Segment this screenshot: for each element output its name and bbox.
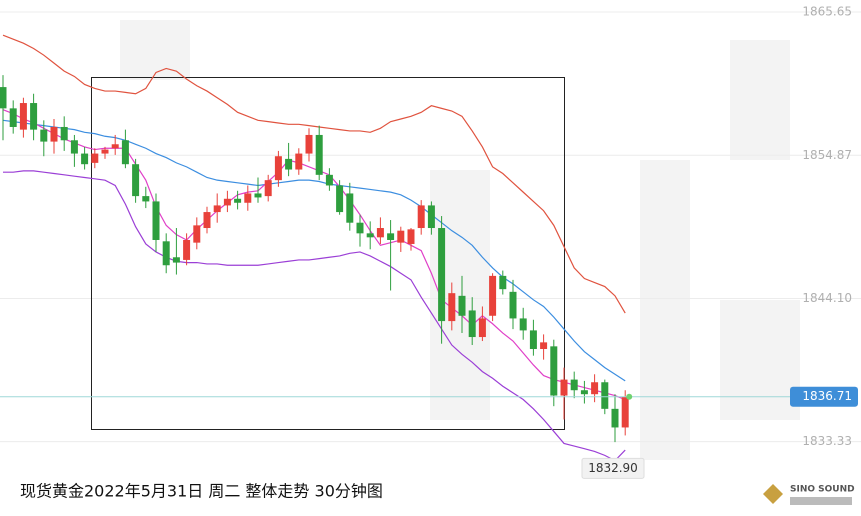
candle-body [346, 193, 354, 223]
candle-body [50, 126, 58, 142]
y-tick-label: 1865.65 [802, 4, 852, 18]
candle-body [397, 230, 405, 243]
candle-body [366, 233, 374, 238]
candle-body [30, 103, 38, 130]
candle-body [550, 346, 558, 396]
candle-body [295, 153, 303, 170]
indicator-line [2, 109, 626, 401]
last-price-label: 1836.71 [802, 389, 852, 403]
annotation-box [91, 77, 565, 430]
candle-body [183, 239, 191, 260]
candle-body [427, 205, 435, 229]
indicator-line [2, 34, 626, 314]
decor-building [640, 160, 690, 460]
candle-body [244, 193, 252, 203]
decor-building [730, 40, 790, 160]
candle-body [19, 103, 27, 130]
indicator-line [2, 119, 626, 382]
y-tick-label: 1844.10 [802, 291, 852, 305]
candle-body [580, 390, 588, 395]
candle-body [60, 126, 68, 141]
candle-body [142, 196, 150, 202]
candle-body [91, 153, 99, 163]
candle-body [9, 108, 17, 127]
chart-title: 现货黄金2022年5月31日 周二 整体走势 30分钟图 [20, 482, 383, 501]
candle-body [81, 153, 89, 165]
candle-body [213, 205, 221, 213]
candle-body [468, 310, 476, 338]
candle-body [305, 134, 313, 154]
candle-body [499, 275, 507, 290]
background-decor [120, 20, 800, 460]
candle-body [325, 174, 333, 186]
candle-body [101, 149, 109, 154]
candles [0, 75, 629, 443]
candle-body [560, 379, 568, 396]
decor-building [720, 300, 800, 420]
grid [0, 11, 861, 443]
candle-body [172, 257, 180, 263]
candle-body [264, 180, 272, 197]
candle-body [40, 129, 48, 142]
candle-body [519, 318, 527, 331]
indicator-line [3, 170, 626, 462]
candle-body [489, 275, 497, 316]
low-marker-label: 1832.90 [588, 461, 638, 475]
candle-body [529, 330, 537, 350]
candle-body [570, 379, 578, 391]
candle-body [591, 382, 599, 395]
decor-building [120, 20, 190, 80]
candle-body [162, 241, 170, 266]
y-tick-label: 1854.87 [802, 148, 852, 162]
logo: SINO SOUND [763, 484, 855, 505]
candle-body [438, 228, 446, 322]
candle-body [285, 158, 293, 170]
candle-body [540, 342, 548, 350]
logo-text: SINO SOUND [790, 485, 855, 495]
indicator-lines [2, 34, 626, 462]
candle-body [111, 144, 119, 149]
candle-body [0, 87, 7, 109]
candle-body [70, 140, 78, 154]
logo-icon [763, 484, 783, 504]
candle-body [611, 408, 619, 428]
candle-body [315, 134, 323, 175]
candle-body [223, 198, 231, 206]
candle-body [387, 233, 395, 240]
candle-body [152, 201, 160, 240]
candle-body [121, 140, 129, 165]
candle-body [621, 396, 629, 428]
candle-body [376, 228, 384, 238]
candle-body [193, 225, 201, 243]
candle-body [509, 291, 517, 319]
low-marker-box [581, 457, 645, 479]
candle-body [478, 318, 486, 338]
y-tick-label: 1833.33 [802, 434, 852, 448]
candle-body [336, 185, 344, 213]
candle-body [356, 222, 364, 234]
logo-sub [790, 497, 852, 505]
last-price-box [790, 386, 858, 407]
candle-body [274, 156, 282, 181]
candle-body [407, 229, 415, 244]
candle-body [417, 205, 425, 229]
candle-body [203, 212, 211, 229]
candle-body [132, 164, 140, 197]
candle-body [601, 382, 609, 409]
candle-body [234, 198, 242, 203]
candle-body [254, 193, 262, 198]
axis-labels: 1865.65 1854.87 1844.10 1833.33 1836.71 1832.… [0, 4, 858, 479]
last-price-dot [626, 393, 633, 400]
candle-body [458, 295, 466, 316]
candle-body [448, 293, 456, 322]
